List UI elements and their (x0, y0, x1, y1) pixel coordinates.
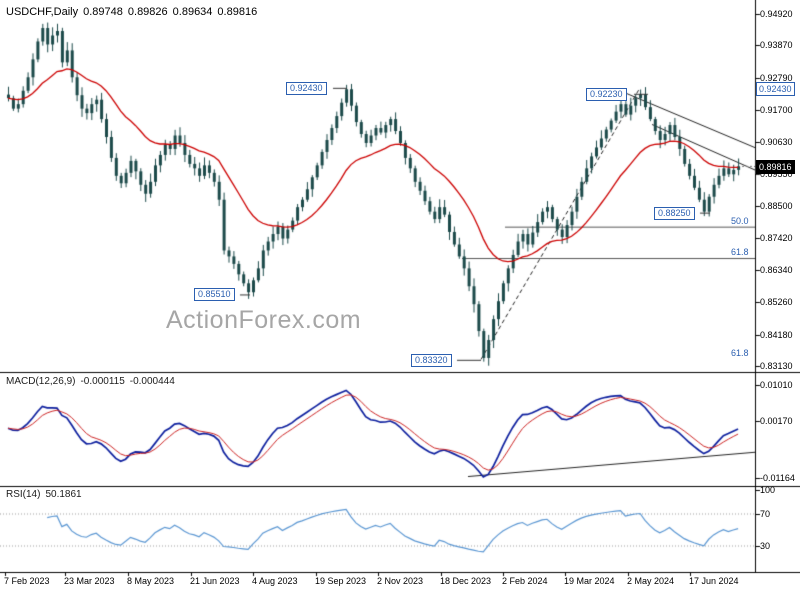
time-axis-label: 19 Mar 2024 (564, 576, 615, 586)
price-axis-label: 0.94920 (760, 9, 793, 19)
rsi-axis-label: 100 (760, 485, 776, 495)
time-axis-label: 8 May 2023 (127, 576, 175, 586)
time-axis-label: 2 Feb 2024 (502, 576, 548, 586)
fib-level-label[interactable]: 50.0 (731, 216, 749, 226)
macd-indicator-label: MACD(12,26,9) -0.000115 -0.000444 (6, 376, 180, 387)
price-axis-label: 0.83130 (760, 361, 793, 371)
macd-name: MACD(12,26,9) (6, 376, 76, 387)
macd-value-main: -0.000115 (80, 376, 125, 387)
rsi-name: RSI(14) (6, 489, 41, 500)
close-value: 0.89816 (217, 6, 258, 18)
time-axis-label: 23 Mar 2023 (64, 576, 115, 586)
price-axis-label: 0.92790 (760, 73, 793, 83)
chart-title: USDCHF,Daily 0.89748 0.89826 0.89634 0.89816 (6, 6, 262, 18)
current-price-tag: 0.89816 (756, 160, 795, 174)
watermark: ActionForex.com (166, 306, 362, 334)
time-axis-label: 2 May 2024 (627, 576, 675, 586)
low-value: 0.89634 (172, 6, 213, 18)
time-axis-label: 21 Jun 2023 (190, 576, 240, 586)
price-axis-label: 0.85260 (760, 297, 793, 307)
rsi-indicator-label: RSI(14) 50.1861 (6, 489, 87, 500)
fib-level-label[interactable]: 61.8 (731, 348, 749, 358)
price-axis-label: 0.87420 (760, 233, 793, 243)
macd-axis-label: 0.00170 (760, 416, 793, 426)
level-price-tag: 0.92430 (756, 82, 795, 96)
time-axis-label: 17 Jun 2024 (689, 576, 739, 586)
price-level-box[interactable]: 0.85510 (194, 288, 235, 301)
high-value: 0.89826 (127, 6, 168, 18)
price-level-box[interactable]: 0.92230 (586, 88, 627, 101)
price-level-box[interactable]: 0.88250 (654, 207, 695, 220)
time-axis-label: 2 Nov 2023 (377, 576, 424, 586)
price-axis-label: 0.84180 (760, 330, 793, 340)
macd-axis-label: -0.01164 (760, 473, 795, 483)
macd-axis-label: 0.01010 (760, 380, 793, 390)
price-axis-label: 0.89550 (760, 169, 793, 179)
price-level-box[interactable]: 0.83320 (411, 354, 452, 367)
rsi-axis-label: 70 (760, 509, 771, 519)
macd-value-signal: -0.000444 (129, 376, 175, 387)
rsi-value: 50.1861 (45, 489, 82, 500)
symbol-name: USDCHF,Daily (6, 6, 79, 18)
price-level-box[interactable]: 0.92430 (286, 82, 327, 95)
price-axis-label: 0.93870 (760, 40, 793, 50)
price-axis-label: 0.86340 (760, 265, 793, 275)
time-axis-label: 18 Dec 2023 (440, 576, 492, 586)
time-axis-label: 4 Aug 2023 (252, 576, 298, 586)
rsi-axis-label: 30 (760, 541, 771, 551)
open-value: 0.89748 (83, 6, 123, 18)
price-axis-label: 0.91700 (760, 105, 793, 115)
time-axis-label: 19 Sep 2023 (315, 576, 367, 586)
time-axis-label: 7 Feb 2023 (4, 576, 50, 586)
price-axis-label: 0.88500 (760, 201, 793, 211)
fib-level-label[interactable]: 61.8 (731, 247, 749, 257)
price-axis-label: 0.90630 (760, 137, 793, 147)
